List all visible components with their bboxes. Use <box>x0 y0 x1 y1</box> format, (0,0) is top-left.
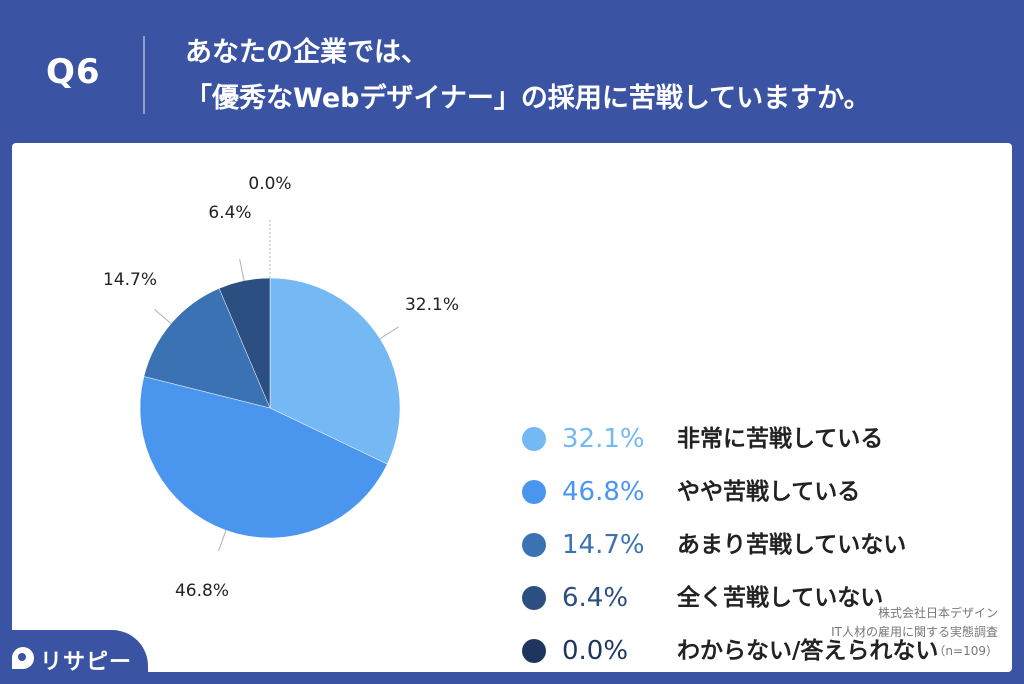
brand-logo: リサピー <box>0 630 148 684</box>
legend-swatch <box>522 533 546 557</box>
question-title: あなたの企業では、 「優秀なWebデザイナー」の採用に苦戦していますか。 <box>185 30 871 122</box>
legend-label: あまり苦戦していない <box>677 532 907 558</box>
source-survey: IT人材の雇用に関する実態調査 <box>831 625 998 639</box>
legend-label: わからない/答えられない <box>677 638 939 664</box>
question-title-line1: あなたの企業では、 <box>185 37 428 68</box>
data-label: 6.4% <box>208 203 251 223</box>
logo-text: リサピー <box>40 650 133 675</box>
pie-slice <box>269 277 401 465</box>
legend-percent: 46.8% <box>562 477 645 507</box>
pie-slice <box>143 288 271 409</box>
source-note: 株式会社日本デザイン IT人材の雇用に関する実態調査 （n=109） <box>831 604 998 661</box>
legend-percent: 6.4% <box>562 583 629 613</box>
legend-label: 非常に苦戦している <box>677 426 884 452</box>
legend-label: やや苦戦している <box>677 479 861 505</box>
pie-chart: 32.1% 46.8% 14.7% 6.4% 0.0% <box>103 174 459 601</box>
legend-percent: 0.0% <box>562 636 629 666</box>
legend-label: 全く苦戦していない <box>677 585 884 611</box>
leader-line <box>218 530 227 552</box>
header: Q6 あなたの企業では、 「優秀なWebデザイナー」の採用に苦戦していますか。 <box>0 0 1024 142</box>
leader-line <box>379 326 399 340</box>
legend-item: 14.7% あまり苦戦していない <box>522 525 992 578</box>
legend-item: 46.8% やや苦戦している <box>522 472 992 525</box>
chart-panel: 32.1% 46.8% 14.7% 6.4% 0.0% 32.1% 非常に苦戦している … <box>12 143 1012 672</box>
source-sample-size: （n=109） <box>933 644 998 658</box>
legend: 32.1% 非常に苦戦している 46.8% やや苦戦している 14.7% あまり… <box>522 419 992 684</box>
legend-percent: 32.1% <box>562 424 645 454</box>
legend-item: 6.4% 全く苦戦していない <box>522 578 992 631</box>
data-label: 0.0% <box>248 174 291 194</box>
data-label: 46.8% <box>175 581 229 601</box>
legend-item: 32.1% 非常に苦戦している <box>522 419 992 472</box>
map-pin-icon <box>12 647 34 669</box>
leader-line <box>154 308 172 324</box>
data-label: 32.1% <box>405 295 459 315</box>
legend-swatch <box>522 586 546 610</box>
legend-swatch <box>522 639 546 663</box>
pie-slice <box>139 376 388 539</box>
leader-line <box>239 258 245 281</box>
question-number: Q6 <box>46 52 101 92</box>
source-company: 株式会社日本デザイン <box>877 606 998 620</box>
data-label: 14.7% <box>103 270 157 290</box>
header-divider <box>143 36 145 114</box>
legend-swatch <box>522 480 546 504</box>
legend-item: 0.0% わからない/答えられない <box>522 631 992 684</box>
question-title-line2: 「優秀なWebデザイナー」の採用に苦戦していますか。 <box>185 83 871 114</box>
legend-percent: 14.7% <box>562 530 645 560</box>
legend-swatch <box>522 427 546 451</box>
